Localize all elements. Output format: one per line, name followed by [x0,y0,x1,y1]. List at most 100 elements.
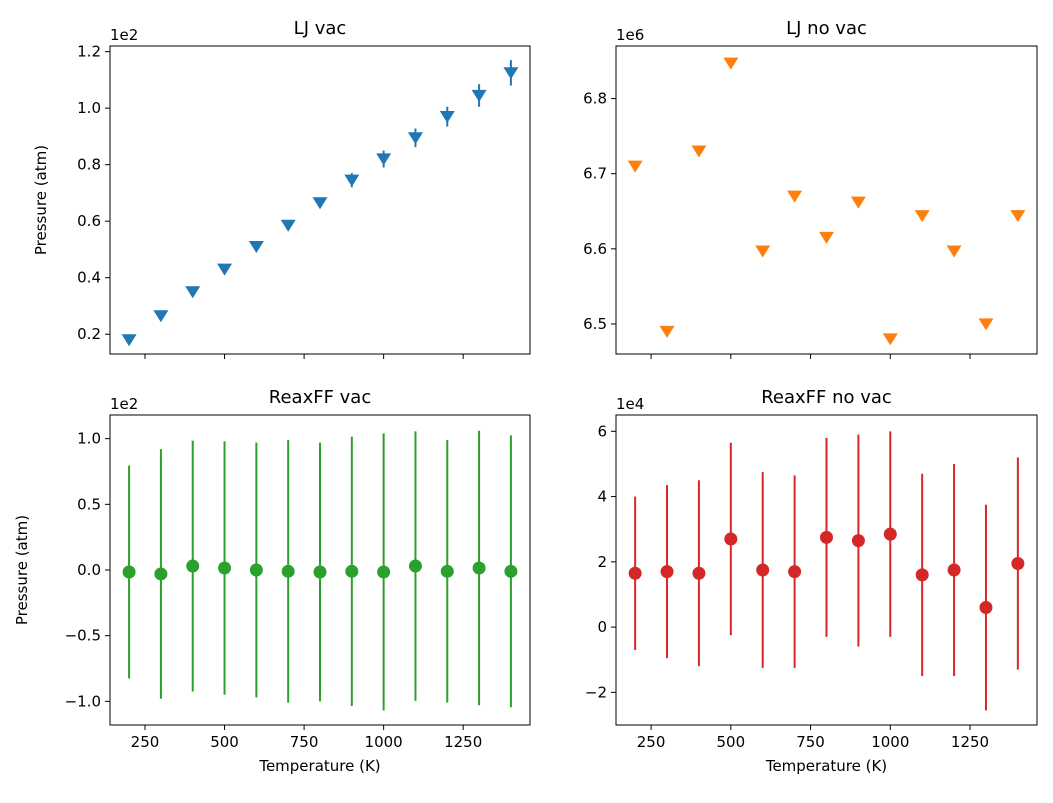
y-tick-label: 0.2 [77,325,101,343]
data-point [1011,556,1025,570]
y-tick-label: 0 [597,618,607,636]
data-point [692,566,706,580]
y-tick-label: 6.8 [583,90,607,108]
data-point [471,89,487,102]
panel-title: LJ no vac [786,18,867,39]
panel-title: ReaxFF vac [269,387,371,408]
y-tick-label: 6.5 [583,315,607,333]
x-tick-label: 500 [716,733,745,751]
x-tick-label: 1250 [444,733,482,751]
x-tick-label: 1000 [365,733,403,751]
data-point [280,219,296,232]
data-point [724,532,738,546]
x-tick-label: 500 [210,733,239,751]
x-tick-label: 750 [290,733,319,751]
x-tick-label: 750 [796,733,825,751]
data-point [377,565,391,579]
data-point [915,568,929,582]
axes-frame [615,414,1038,726]
data-point [249,563,263,577]
data-point [979,601,993,615]
y-tick-label: 6.7 [583,165,607,183]
axes-frame [109,45,531,355]
data-point [691,145,707,158]
y-tick-label: 1.2 [77,43,101,61]
data-point [121,334,137,347]
data-point [472,561,486,575]
data-point [407,132,423,145]
panel-lj-vac: 0.2 0.4 0.6 0.8 1.0 1.2 LJ vac 1e2 Pressure (atm… [32,18,531,359]
y-tick-label: 1.0 [77,430,101,448]
data-point [850,196,866,209]
data-point [756,563,770,577]
data-point [248,240,264,253]
data-point [946,245,962,258]
y-tick-label: 2 [597,553,607,571]
data-point [1010,210,1026,223]
data-point [914,210,930,223]
data-point [344,174,360,187]
x-tick-label: 1250 [951,733,989,751]
x-tick-label: 250 [637,733,666,751]
y-tick-label: 1.0 [77,99,101,117]
data-point [281,564,295,578]
data-point [440,564,454,578]
y-tick-label: 0.4 [77,269,101,287]
y-axis-label: Pressure (atm) [13,515,31,625]
y-tick-label: 4 [597,488,607,506]
data-point [185,286,201,299]
data-point [787,190,803,203]
y-offset-label: 1e2 [110,26,138,44]
y-tick-label: −0.5 [65,627,101,645]
data-point [947,563,961,577]
panel-title: ReaxFF no vac [761,387,892,408]
y-tick-label: 0.6 [77,212,101,230]
panel-title: LJ vac [294,18,347,39]
data-point [504,564,518,578]
data-point [376,153,392,166]
data-point [217,263,233,276]
data-point [788,565,802,579]
data-point [819,231,834,244]
axes-frame [109,414,531,726]
y-tick-label: −2 [585,683,607,701]
y-tick-label: 6.6 [583,240,607,258]
data-point [851,534,865,548]
y-tick-label: 0.5 [77,495,101,513]
data-point [312,197,328,210]
data-point [503,67,519,80]
y-offset-label: 1e6 [616,26,644,44]
y-tick-label: 0.0 [77,561,101,579]
data-point [218,561,232,575]
data-point [978,318,994,331]
y-axis-label: Pressure (atm) [32,145,50,255]
data-point [660,565,674,579]
data-point [186,559,200,573]
panel-lj-no-vac: 6.5 6.6 6.7 6.8 LJ no vac 1e6 [583,18,1038,359]
data-point [154,567,168,581]
plot-area [616,46,1037,354]
axes-frame [615,45,1038,355]
data-point [659,325,675,338]
y-tick-label: 0.8 [77,156,101,174]
y-tick-label: 6 [597,422,607,440]
data-point [882,333,898,346]
x-axis-label: Temperature (K) [258,757,380,775]
data-point [627,160,643,173]
data-point [408,559,422,573]
panel-reaxff-vac: 250 500 750 1000 1250 −1.0 −0.5 0.0 0.5 1.0 ReaxFF… [13,387,531,775]
data-point [723,57,739,70]
y-offset-label: 1e4 [616,395,644,413]
data-point [755,245,771,258]
y-offset-label: 1e2 [110,395,138,413]
data-point [820,530,833,544]
data-point [628,566,642,580]
data-point [439,111,455,124]
data-point [122,565,136,579]
panel-reaxff-no-vac: 250 500 750 1000 1250 −2 0 2 4 6 ReaxFF no vac 1e4 T… [585,387,1038,775]
x-tick-label: 250 [131,733,160,751]
data-point [313,565,327,579]
y-tick-label: −1.0 [65,692,101,710]
data-point [153,310,169,323]
